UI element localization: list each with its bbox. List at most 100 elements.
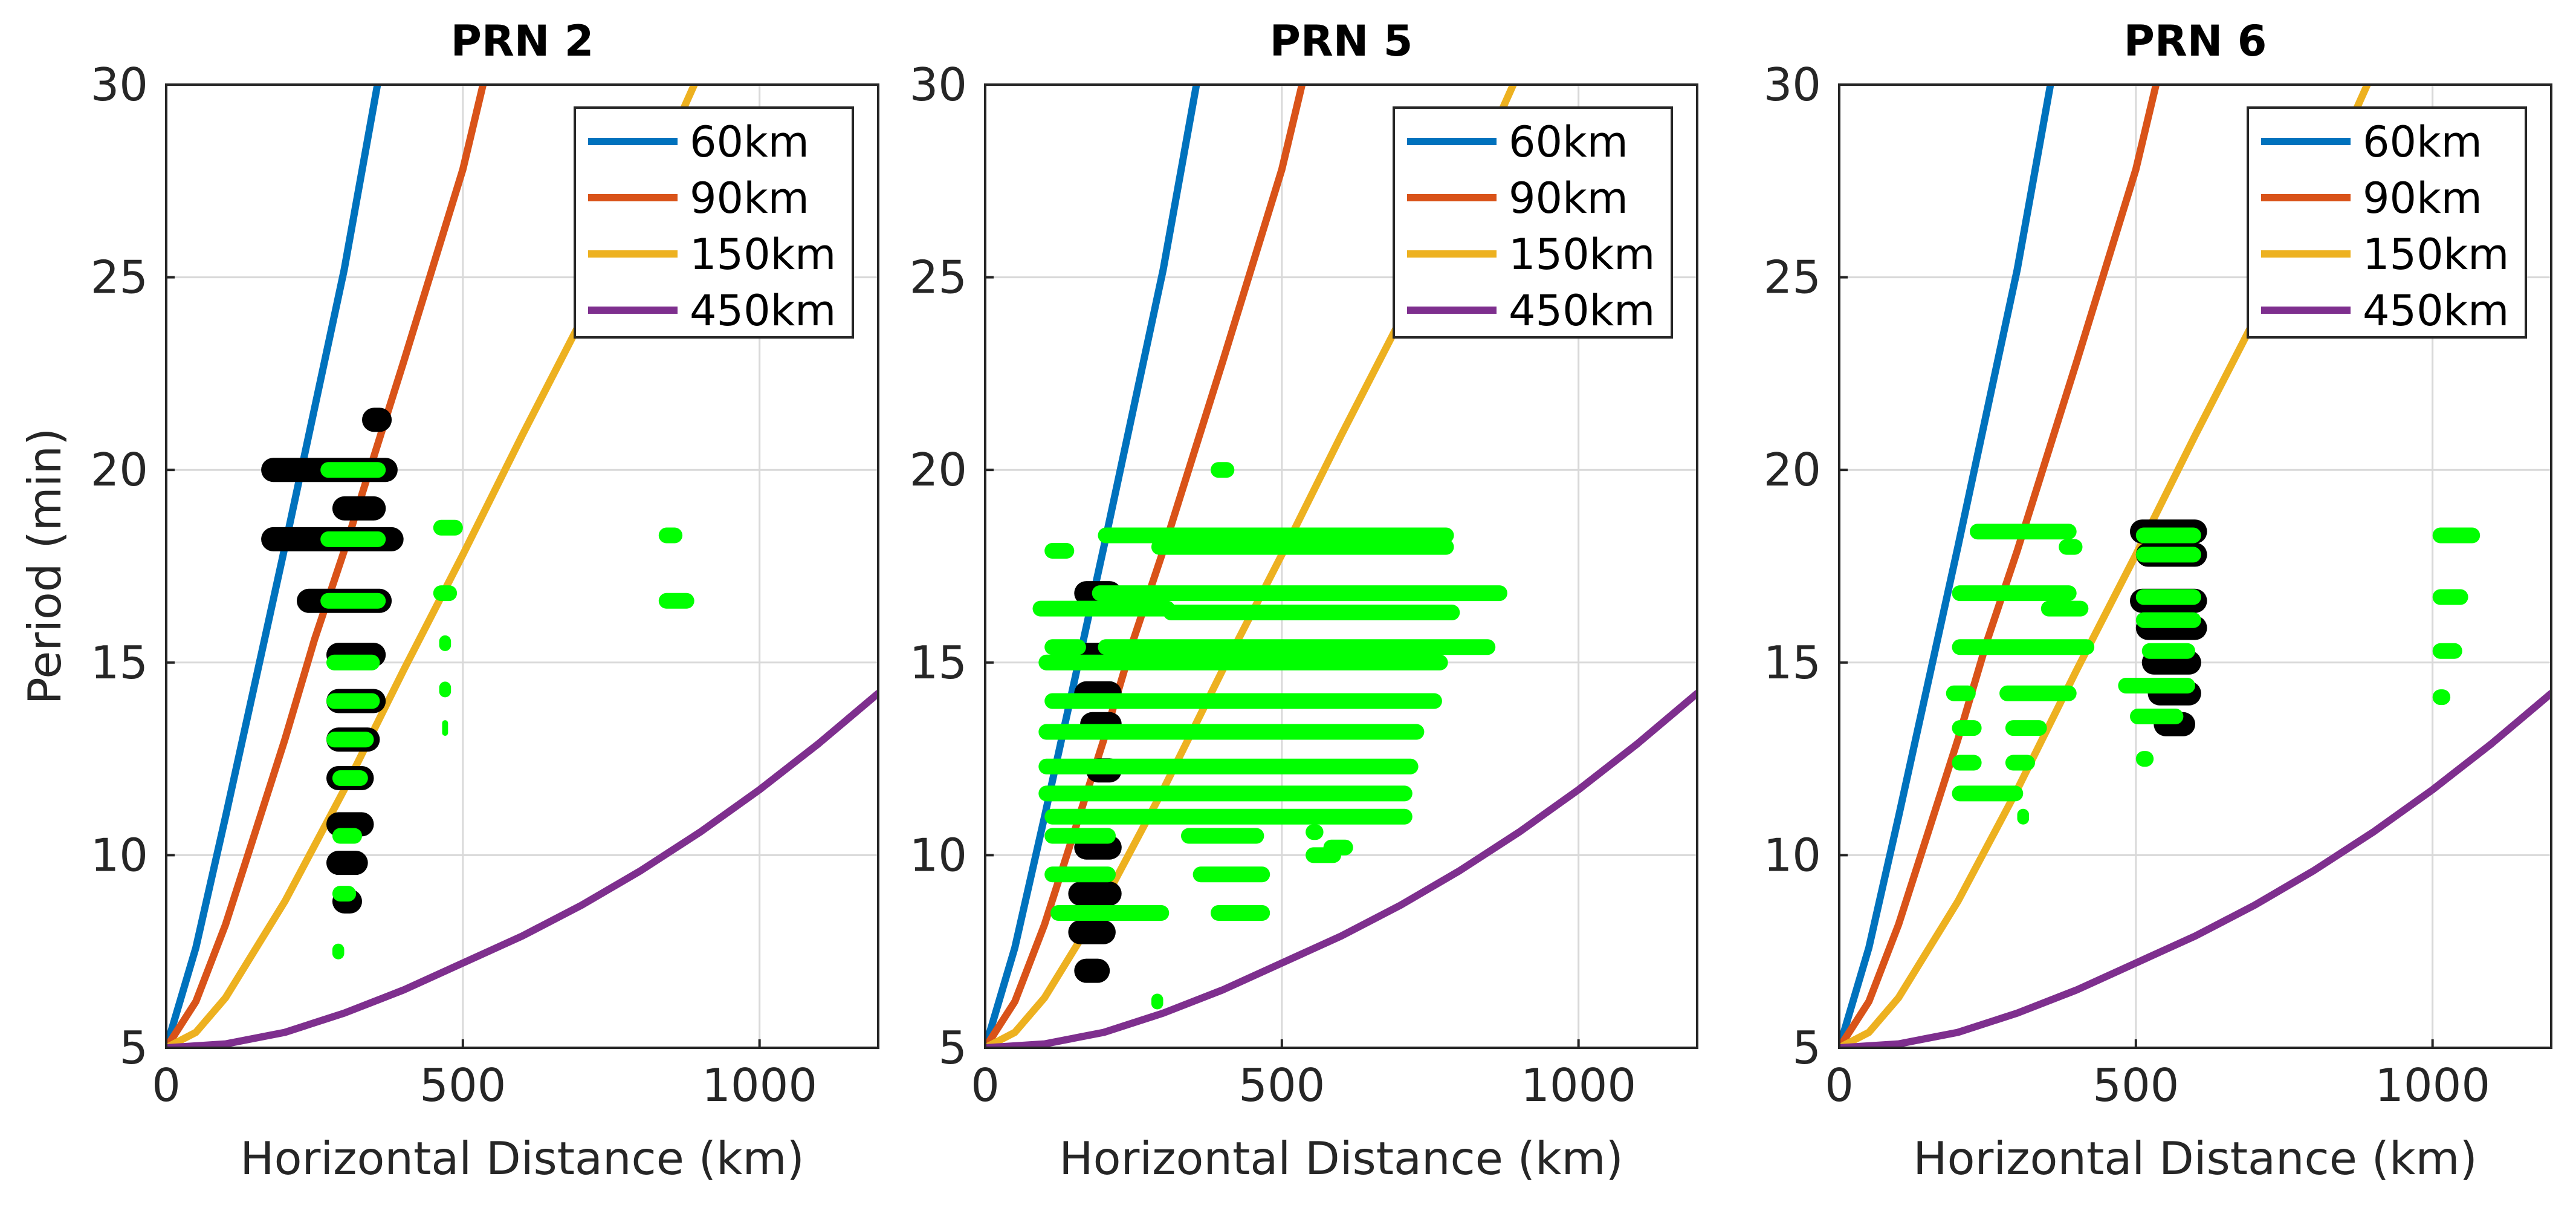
x-tick-label: 1000 [2375,1059,2490,1112]
panel-title: PRN 2 [451,16,594,66]
x-tick-label: 0 [1825,1059,1854,1112]
panel-prn-6: PRN 6 0 500 1000 5 10 15 20 25 30 Horizontal Dist… [1764,16,2552,1185]
green-marker-cluster [332,770,368,786]
green-marker-cluster [1999,685,2077,701]
green-marker-cluster [332,943,345,960]
panel-prn-2: PRN 2 0 500 1000 5 10 15 20 25 30 Horizontal Dist… [18,16,879,1185]
green-marker-cluster [1163,605,1460,620]
green-marker-cluster [2118,678,2195,693]
legend-label: 60km [2363,117,2482,167]
green-marker-cluster [1193,866,1270,883]
green-marker-cluster [1098,639,1496,655]
axes-box [1838,83,2552,1049]
green-marker-cluster [1181,828,1264,844]
green-marker-cluster [1306,847,1341,863]
legend-label: 90km [1509,174,1628,223]
green-marker-cluster [1952,585,2077,602]
green-marker-cluster [1038,758,1419,774]
green-marker-cluster [1038,654,1448,671]
green-marker-cluster [2005,720,2047,736]
green-marker-cluster [1044,828,1116,844]
green-marker-cluster [2141,643,2195,659]
x-tick-label: 500 [419,1059,506,1112]
y-tick-label: 10 [1764,828,1821,882]
legend-box [574,106,854,339]
green-marker-cluster [1952,720,1982,736]
legend-label: 450km [2363,286,2509,336]
green-marker-cluster [1044,693,1442,709]
axes-box [165,83,879,1049]
green-marker-cluster [1038,724,1425,740]
green-marker-cluster [439,635,451,651]
green-marker-cluster [1952,639,2095,655]
series-line-60km [166,85,381,1048]
black-marker-cluster [1068,882,1122,906]
green-marker-cluster [1211,905,1270,921]
green-marker-cluster [658,593,694,609]
green-marker-cluster [1032,600,1176,617]
green-marker-cluster [1952,785,2024,802]
green-marker-cluster [2040,600,2089,617]
black-marker-cluster [332,496,386,521]
green-marker-cluster [320,462,386,478]
x-tick-label: 500 [1238,1059,1325,1112]
x-tick-label: 1000 [702,1059,817,1112]
legend-box [1393,106,1673,339]
y-tick-label: 25 [91,251,148,304]
green-marker-cluster [439,681,451,698]
green-marker-cluster [2017,808,2030,825]
y-tick-label: 15 [1764,636,1821,689]
green-marker-cluster [2432,689,2451,706]
green-marker-cluster [2135,612,2201,628]
x-axis-label: Horizontal Distance (km) [1059,1132,1623,1185]
y-tick-label: 5 [938,1021,967,1074]
legend-label: 60km [690,117,809,167]
green-marker-cluster [2432,589,2468,605]
green-marker-cluster [2135,589,2201,605]
legend-label: 90km [690,174,809,223]
legend-label: 60km [1509,117,1628,167]
x-tick-label: 1000 [1521,1059,1636,1112]
green-marker-cluster [658,527,683,544]
y-tick-label: 5 [1792,1021,1821,1074]
green-marker-cluster [320,593,386,609]
black-marker-cluster [362,408,392,432]
green-marker-cluster [2135,751,2154,767]
series-line-450km [166,689,878,1048]
x-axis-label: Horizontal Distance (km) [240,1132,804,1185]
legend-label: 150km [690,230,836,279]
x-axis-label: Horizontal Distance (km) [1913,1132,2477,1185]
data-layer [985,85,1697,1048]
y-tick-label: 15 [91,636,148,689]
green-marker-cluster [2432,527,2481,544]
series-line-90km [166,85,487,1048]
y-tick-label: 15 [910,636,967,689]
green-marker-cluster [326,654,380,671]
green-marker-cluster [442,720,448,736]
y-tick-label: 30 [1764,58,1821,111]
green-marker-cluster [2005,755,2035,771]
y-tick-label: 25 [1764,251,1821,304]
y-tick-label: 20 [910,443,967,496]
x-tick-label: 0 [971,1059,1000,1112]
legend: 60km 90km 150km 450km [2247,106,2527,339]
legend-label: 450km [1509,286,1655,336]
green-marker-cluster [1044,543,1075,559]
y-tick-label: 25 [910,251,967,304]
green-marker-cluster [2432,643,2462,659]
green-marker-cluster [332,828,362,844]
green-marker-cluster [1211,462,1235,478]
green-marker-cluster [2130,709,2184,724]
green-marker-cluster [2059,539,2083,555]
green-marker-cluster [1151,539,1454,555]
green-marker-cluster [1306,824,1324,840]
black-marker-cluster [1074,958,1110,983]
legend-label: 150km [1509,230,1655,279]
green-marker-cluster [433,585,458,602]
y-axis-label: Period (min) [18,428,71,705]
panel-prn-5: PRN 5 0 500 1000 5 10 15 20 25 30 Horizontal Dist… [910,16,1698,1185]
series-line-450km [985,689,1697,1048]
green-marker-cluster [1092,585,1507,602]
green-marker-cluster [1044,866,1116,883]
